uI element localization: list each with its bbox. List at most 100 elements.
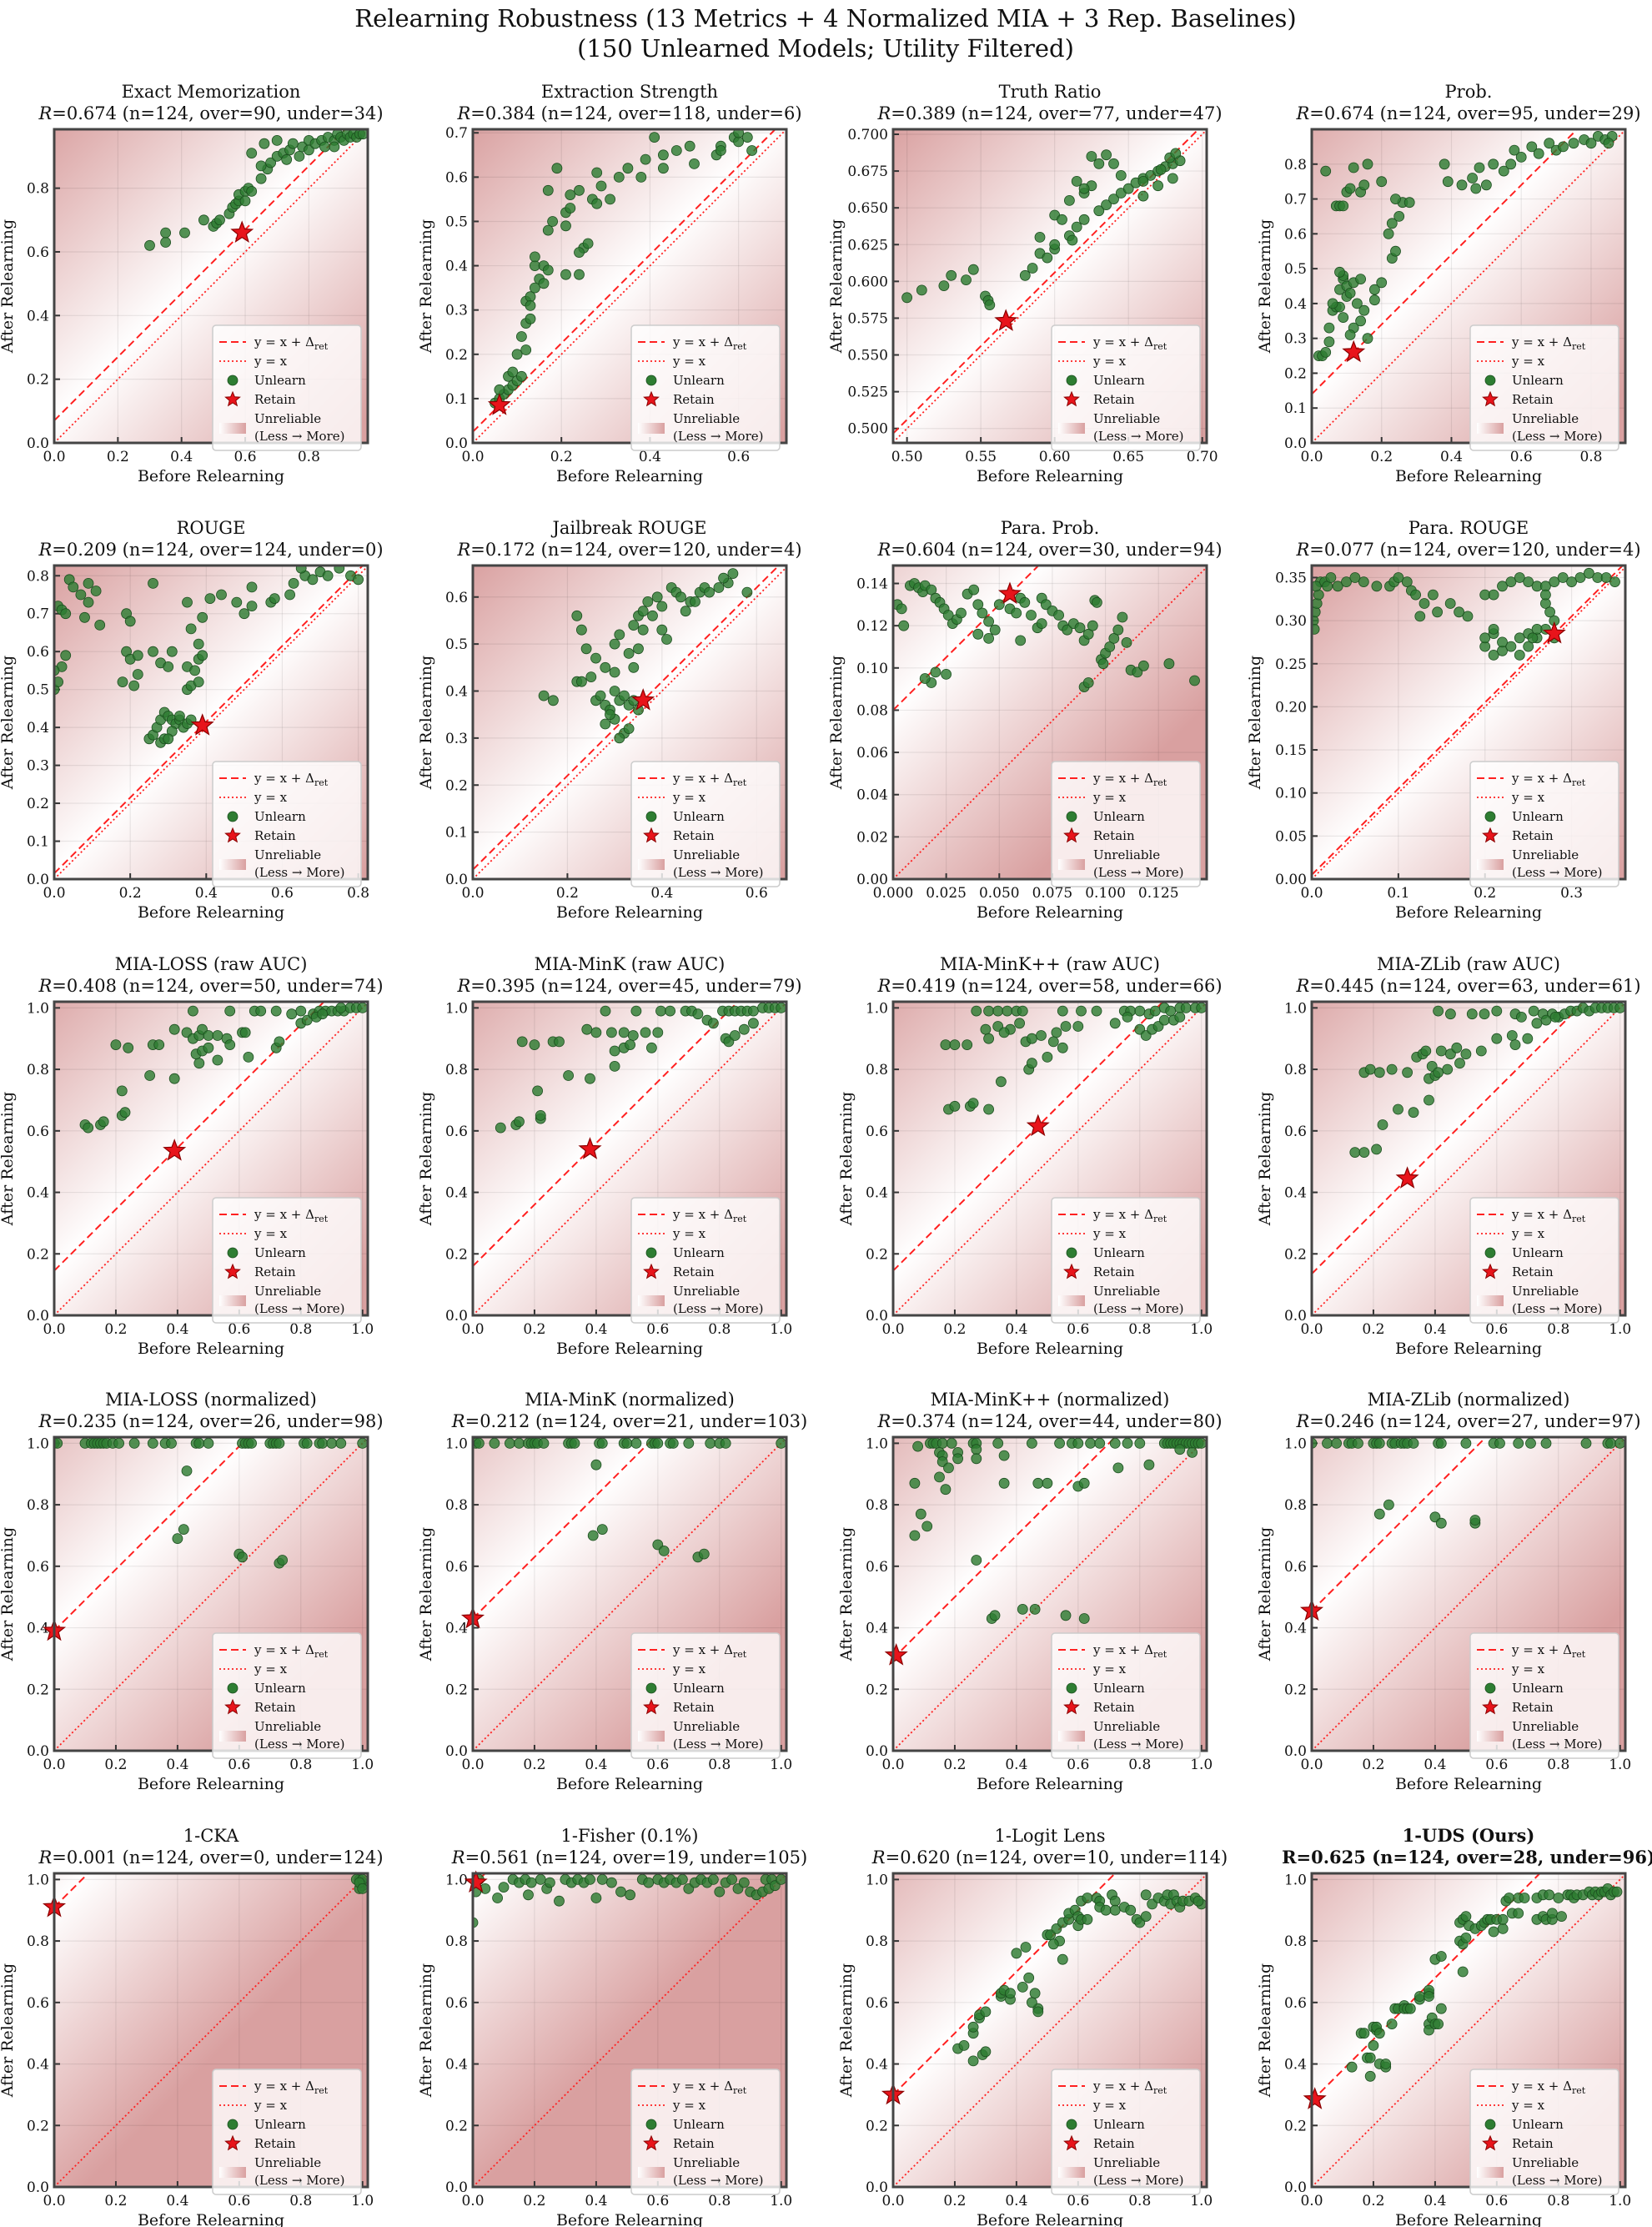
unlearn-point [246,581,258,593]
unlearn-point [689,158,700,169]
stats-symbol: R [451,1411,465,1431]
legend-shifted-label: y = x + Δret [254,2079,329,2096]
retain-shift-line [473,1002,740,1267]
unlearn-point [1373,1067,1385,1078]
retain-star [464,1870,488,1893]
unlearn-point [520,344,532,355]
x-tick-label: 0.4 [1005,2193,1027,2209]
x-tick-label: 0.4 [166,1757,188,1773]
unlearn-point [606,1877,617,1888]
subplot-title: Exact Memorization [122,82,301,102]
legend-shifted-label: y = x + Δret [672,1642,747,1660]
unlearn-point [1600,572,1612,583]
unlearn-point [1497,1913,1509,1925]
unlearn-point [1094,1438,1106,1449]
unlearn-point [182,596,193,608]
unlearn-point [1101,149,1112,161]
plot-frame [1310,564,1627,881]
y-tick-label: 0.05 [1275,828,1307,845]
unlearn-point [1078,1477,1090,1489]
legend-unreliable-scale: (Less → More) [1093,2173,1183,2188]
unlearn-point [551,163,563,174]
unlearn-point [1355,315,1366,327]
x-tick-label: 0.2 [523,2193,545,2209]
unlearn-point [971,1555,982,1566]
unlearn-point [1019,596,1031,608]
unlearn-point [1074,622,1086,634]
unlearn-point [560,269,571,280]
retain-star [578,1137,602,1159]
unlearn-point [1042,1477,1053,1489]
unlearn-point [1122,1438,1133,1449]
x-tick-label: 0.0 [881,1321,904,1338]
unlearn-point [295,1005,307,1017]
stats-text: =0.389 (n=124, over=77, under=47) [891,103,1222,123]
unlearn-point [658,163,669,174]
subplot-title: Jailbreak ROUGE [550,518,706,538]
unlearn-point [1062,624,1073,636]
legend-retain-icon [224,2134,241,2151]
y-axis-label: After Relearning [1256,1963,1274,2098]
subplot-1-fisher-0-1: 1-Fisher (0.1%)R=0.561 (n=124, over=19, … [417,1826,807,2227]
unlearn-point [727,568,739,579]
unlearn-point [271,134,283,146]
legend-shifted-subscript: ret [733,1214,747,1224]
unlearn-point [1137,190,1149,202]
y-tick-label: 0.2 [27,372,49,389]
unlearn-point [1435,1438,1447,1449]
legend-retain-label: Retain [1093,2136,1135,2151]
unlearn-point [998,1450,1010,1461]
unlearn-point [94,620,106,631]
legend-unlearn-icon [645,1247,657,1259]
unlearn-point [1071,175,1082,187]
legend-shifted-subscript: ret [1572,777,1586,788]
legend-identity-label: y = x [1092,790,1127,805]
unlearn-point [542,264,554,276]
legend-unreliable-label: Unreliable [254,411,321,426]
y-tick-label: 0.7 [445,125,468,142]
plot-frame [53,1435,369,1752]
plot-area [473,1002,786,1315]
unlearn-point [581,1023,593,1035]
legend-unreliable-scale: (Less → More) [1093,865,1183,880]
unlearn-point [277,1555,289,1566]
unlearn-point [1091,1005,1102,1017]
legend-box [1051,2069,1201,2195]
x-tick-label: 0.0 [1300,1757,1323,1773]
legend-unlearn-icon [1066,1247,1077,1259]
legend-shifted-text: y = x + Δ [672,1207,733,1222]
unlearn-point [1428,589,1439,601]
identity-line [893,1002,1207,1315]
subplot-stats: R=0.604 (n=124, over=30, under=94) [876,540,1222,560]
plot-frame [471,564,788,881]
legend-shifted-text: y = x + Δ [672,2079,733,2094]
unlearn-point [1049,239,1061,250]
unlearn-point [613,171,625,183]
unlearn-point [1036,1030,1047,1041]
unlearn-point [1408,1107,1419,1119]
unlearn-point [623,723,635,734]
subplot-stats: R=0.625 (n=124, over=28, under=96) [1282,1847,1652,1868]
legend-unlearn-icon [1484,811,1496,822]
unlearn-point [605,709,615,721]
subplot-stats: R=0.374 (n=124, over=44, under=80) [876,1411,1222,1431]
unlearn-point [1497,1923,1509,1934]
unlearn-point [940,1039,952,1050]
unlearn-point [181,1465,193,1476]
subplot-title: MIA-ZLib (raw AUC) [1377,954,1560,974]
y-axis-label: After Relearning [0,219,17,354]
y-tick-label: 0.6 [27,1124,49,1140]
subplot-1-uds-ours: 1-UDS (Ours)R=0.625 (n=124, over=28, und… [1256,1825,1652,2227]
unlearn-point [187,1005,198,1017]
y-tick-label: 0.6 [1284,1995,1307,2012]
retain-star [1303,2087,1327,2109]
unlearn-point [1498,165,1509,177]
unlearn-point [741,586,753,598]
y-tick-label: 0.700 [847,127,888,143]
y-axis-label: After Relearning [417,656,435,790]
plot-area [54,1002,368,1315]
legend-shifted-label: y = x + Δret [672,771,747,788]
x-tick-label: 0.6 [646,1321,669,1338]
